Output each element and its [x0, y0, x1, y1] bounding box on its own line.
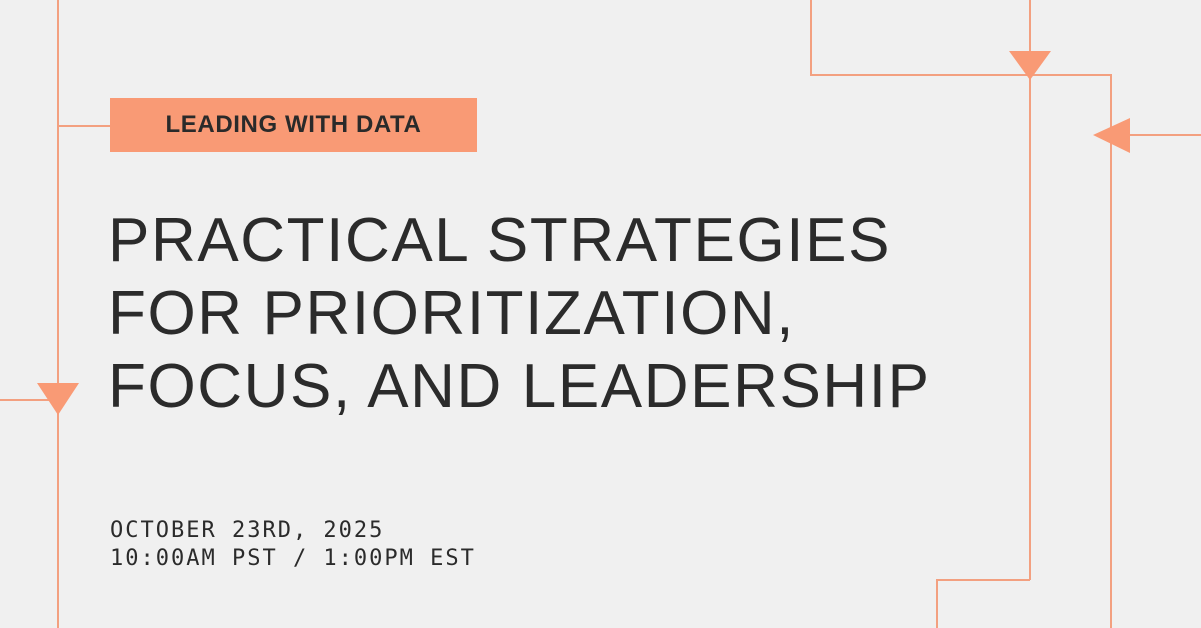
top-right-path [810, 0, 1112, 628]
arrow-down-icon [1009, 51, 1051, 80]
title-line: FOCUS, AND LEADERSHIP [108, 352, 931, 421]
page-title: PRACTICAL STRATEGIES FOR PRIORITIZATION,… [108, 204, 931, 423]
arrow-down-icon [37, 383, 79, 415]
badge-label: LEADING WITH DATA [165, 111, 422, 138]
event-date: OCTOBER 23RD, 2025 [110, 518, 385, 543]
bottom-right-path [936, 579, 1030, 628]
title-line: FOR PRIORITIZATION, [108, 279, 796, 348]
title-line: PRACTICAL STRATEGIES [108, 206, 892, 275]
event-time: 10:00AM PST / 1:00PM EST [110, 546, 476, 571]
arrow-left-icon [1093, 118, 1130, 153]
event-details: OCTOBER 23RD, 2025 10:00AM PST / 1:00PM … [110, 517, 476, 573]
category-badge: LEADING WITH DATA [110, 98, 477, 152]
